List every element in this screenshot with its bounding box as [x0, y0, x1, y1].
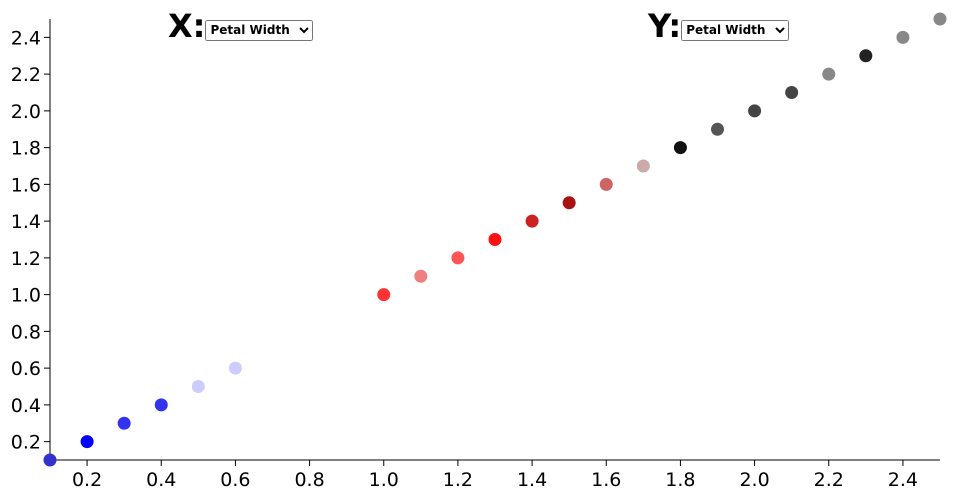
x-tick-label: 1.4 — [517, 469, 547, 491]
point — [488, 233, 502, 246]
x-control-label: X: — [168, 7, 206, 45]
y-tick-label: 2.2 — [11, 64, 41, 86]
y-tick-label: 1.6 — [11, 174, 41, 196]
point — [154, 398, 168, 412]
y-tick-label: 2.4 — [11, 27, 41, 49]
point — [933, 12, 947, 26]
x-tick-label: 1.2 — [443, 469, 473, 491]
point — [822, 67, 836, 81]
point — [191, 380, 205, 393]
y-tick-label: 0.4 — [11, 395, 41, 417]
point — [43, 453, 57, 467]
point — [859, 49, 873, 63]
y-tick-label: 1.2 — [11, 248, 41, 270]
point — [673, 141, 687, 155]
x-tick-label: 0.6 — [220, 469, 250, 491]
point — [228, 361, 242, 375]
point — [785, 86, 799, 99]
x-tick-label: 0.8 — [294, 469, 324, 491]
point — [80, 435, 94, 449]
y-tick-label: 1.8 — [11, 138, 41, 160]
point — [414, 269, 428, 283]
x-control: X: Petal Width — [168, 6, 314, 46]
x-tick-label: 2.4 — [888, 469, 918, 491]
point — [711, 122, 724, 136]
y-tick-label: 0.8 — [11, 321, 41, 343]
point — [117, 416, 131, 430]
x-tick-label: 2.2 — [814, 469, 844, 491]
y-tick-label: 1.0 — [11, 285, 41, 307]
x-tick-label: 0.2 — [72, 469, 102, 491]
point — [525, 214, 539, 228]
y-select[interactable]: Petal Width — [681, 19, 790, 41]
x-tick-label: 0.4 — [146, 469, 176, 491]
x-tick-label: 1.8 — [665, 469, 695, 491]
y-control-label: Y: — [648, 7, 682, 45]
point — [748, 104, 762, 118]
point — [896, 30, 910, 44]
x-tick-label: 2.0 — [739, 469, 769, 491]
point — [636, 159, 650, 173]
x-tick-label: 1.6 — [591, 469, 621, 491]
point — [562, 196, 576, 210]
y-control: Y: Petal Width — [648, 6, 790, 46]
y-tick-label: 0.6 — [11, 358, 41, 380]
point — [451, 251, 465, 265]
y-tick-label: 1.4 — [11, 211, 41, 233]
point — [377, 288, 391, 302]
point — [599, 177, 613, 191]
y-tick-label: 0.2 — [11, 432, 41, 454]
x-select[interactable]: Petal Width — [205, 19, 314, 41]
y-tick-label: 2.0 — [11, 101, 41, 123]
x-tick-label: 1.0 — [369, 469, 399, 491]
